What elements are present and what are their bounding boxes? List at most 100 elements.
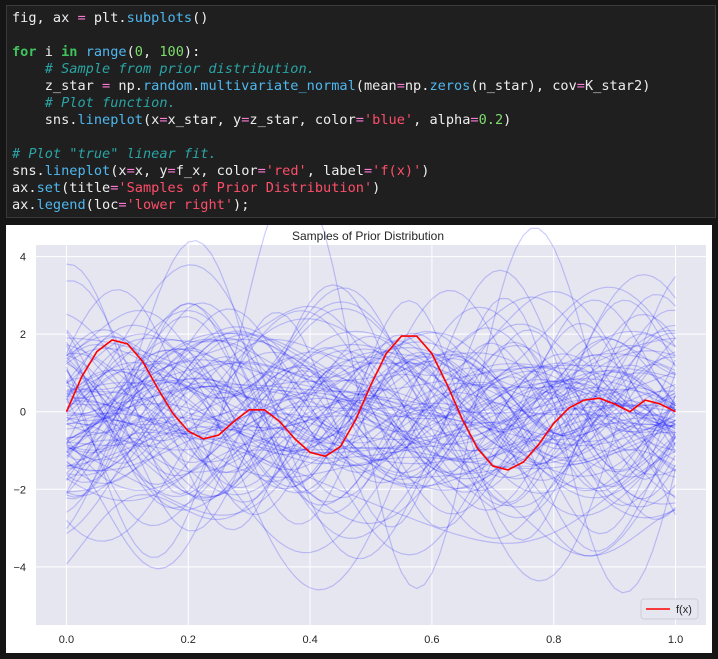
sample-line [66,330,676,484]
sample-line [66,357,677,485]
x-tick-label: 0.2 [181,634,196,646]
sample-line [66,386,676,525]
sample-line [65,351,676,520]
code-token: x_star, y [167,112,242,128]
sample-line [65,330,677,557]
code-token: z_star [12,78,103,94]
code-token: = [167,163,176,179]
sample-line [66,352,676,434]
code-token: (title [61,180,111,196]
code-token: (x [110,163,127,179]
sample-line [66,343,676,490]
code-line: z_star = np.random.multivariate_normal(m… [12,78,651,95]
x-tick-label: 0.6 [424,634,439,646]
code-line: ax.set(title='Samples of Prior Distribut… [12,180,380,197]
code-token: (loc [85,197,119,213]
code-token: 'blue' [363,112,414,128]
sample-line [66,264,676,560]
code-token: ax. [12,197,37,213]
sample-line [66,313,676,506]
code-line: sns.lineplot(x=x_star, y=z_star, color='… [12,112,512,129]
code-token: = [396,78,405,94]
sample-line [65,289,677,516]
sample-line [66,393,676,565]
code-token: = [470,112,479,128]
code-token: np. [404,78,430,94]
sample-line [66,353,676,491]
sample-line [66,280,676,519]
sample-line [66,367,676,531]
y-tick-labels: −4 −2 0 2 4 [13,252,26,574]
code-token: sns. [12,163,45,179]
sample-line [66,335,676,515]
sample-line [66,372,676,456]
x-tick-label: 0.8 [546,634,561,646]
sample-line [66,303,676,529]
code-token: range [85,44,127,60]
code-token [12,95,45,111]
code-token: subplots [126,10,193,26]
y-tick-label: 0 [20,407,26,419]
code-token: = [159,112,168,128]
y-tick-label: −2 [13,484,26,496]
code-token: (n_star), cov [470,78,577,94]
code-token: . [192,78,201,94]
code-token: = [77,10,86,26]
sample-line [65,355,676,499]
sample-line [66,371,677,570]
code-token: 'f(x)' [372,163,422,179]
code-token: = [257,163,266,179]
code-cell[interactable]: fig, ax = plt.subplots() for i in range(0… [6,5,716,218]
plot-area [36,245,706,625]
code-token: (x [142,112,160,128]
code-token: np. [110,78,143,94]
code-token: = [355,112,364,128]
sample-line [66,359,677,468]
sample-line [66,178,677,590]
code-token: for [12,44,37,60]
sample-line [66,341,676,411]
code-token: zeros [429,78,471,94]
sample-line [66,395,676,544]
code-token: 100 [159,44,184,60]
sample-line [65,269,677,471]
sample-line [66,399,676,539]
code-token: x, y [134,163,168,179]
sample-line [66,327,676,591]
x-tick-labels: 0.0 0.2 0.4 0.6 0.8 1.0 [59,634,683,646]
code-token: = [102,78,111,94]
sample-line [66,402,676,502]
x-tick-label: 0.0 [59,634,74,646]
code-token: = [241,112,250,128]
sample-line [66,275,676,582]
sample-line [66,351,676,539]
code-token: 0 [134,44,143,60]
sample-line [66,338,676,466]
code-line: # Plot "true" linear fit. [12,146,217,163]
code-token [12,61,45,77]
code-line: sns.lineplot(x=x, y=f_x, color='red', la… [12,163,429,180]
code-token: lineplot [44,163,111,179]
sample-line [66,337,676,472]
code-token: # Sample from prior distribution. [44,61,315,77]
sample-line [66,299,677,504]
sample-line [66,332,676,490]
sample-line [65,301,676,498]
sample-line [66,356,676,517]
sample-line [66,342,676,532]
sample-line [66,388,676,451]
legend: f(x) [640,598,699,620]
sample-line [66,364,676,432]
code-token: 'red' [265,163,307,179]
series-line-f-x [65,335,676,471]
sample-line [66,338,676,519]
y-tick-label: 4 [20,252,26,264]
sample-line [66,330,676,454]
sample-line [66,358,676,525]
code-token: f_x, color [175,163,258,179]
code-token: = [126,163,135,179]
sample-line [66,307,676,478]
code-token: ( [126,44,135,60]
sample-line [66,350,676,473]
code-token: fig, ax [12,10,78,26]
